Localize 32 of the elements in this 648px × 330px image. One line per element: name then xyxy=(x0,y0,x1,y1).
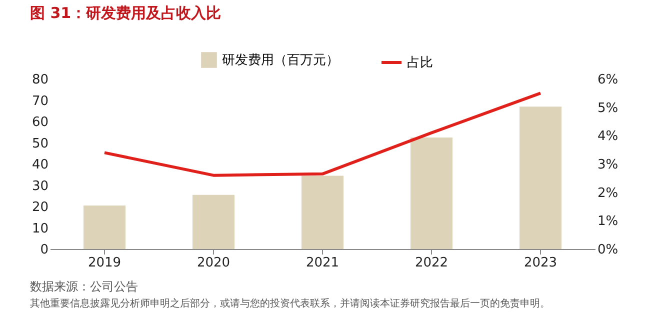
y2-tick-label: 4% xyxy=(598,129,618,144)
line-series xyxy=(103,92,542,177)
x-tick-label: 2022 xyxy=(414,256,448,270)
y-tick-label: 40 xyxy=(32,158,48,172)
legend-label: 研发费用（百万元） xyxy=(222,53,339,68)
bar xyxy=(410,137,452,249)
y2-tick-label: 0% xyxy=(598,242,618,258)
y2-tick-label: 2% xyxy=(598,186,618,201)
x-tick-label: 2019 xyxy=(88,256,122,270)
y-tick-label: 10 xyxy=(32,221,48,236)
y2-tick-label: 6% xyxy=(598,72,618,88)
y-tick-label: 80 xyxy=(32,72,48,88)
y-tick-label: 60 xyxy=(32,115,48,130)
chart-title: 图 31：研发费用及占收入比 xyxy=(30,4,222,22)
x-tick-label: 2021 xyxy=(306,256,340,270)
x-tick-label: 2023 xyxy=(524,256,558,270)
y-tick-label: 70 xyxy=(32,94,48,109)
y2-tick-label: 3% xyxy=(598,158,618,172)
y-tick-label: 0 xyxy=(40,242,48,258)
text: 其他重要信息披露见分析师申明之后部分，或请与您的投资代表联系，并请阅读本证券研究报告最后一页的免责申明。 xyxy=(30,298,550,310)
legend-label: 占比 xyxy=(407,56,433,70)
y-tick-label: 30 xyxy=(32,178,48,194)
x-tick-label: 2020 xyxy=(196,256,230,270)
source-note: 数据来源：公司公告 xyxy=(30,280,138,294)
bar xyxy=(520,106,562,249)
y-tick-label: 50 xyxy=(32,136,48,152)
bar xyxy=(84,205,126,249)
bar xyxy=(302,176,344,249)
bar xyxy=(192,194,234,249)
y2-tick-label: 5% xyxy=(598,100,618,116)
y2-tick-label: 1% xyxy=(598,214,618,230)
y-tick-label: 20 xyxy=(32,200,48,215)
